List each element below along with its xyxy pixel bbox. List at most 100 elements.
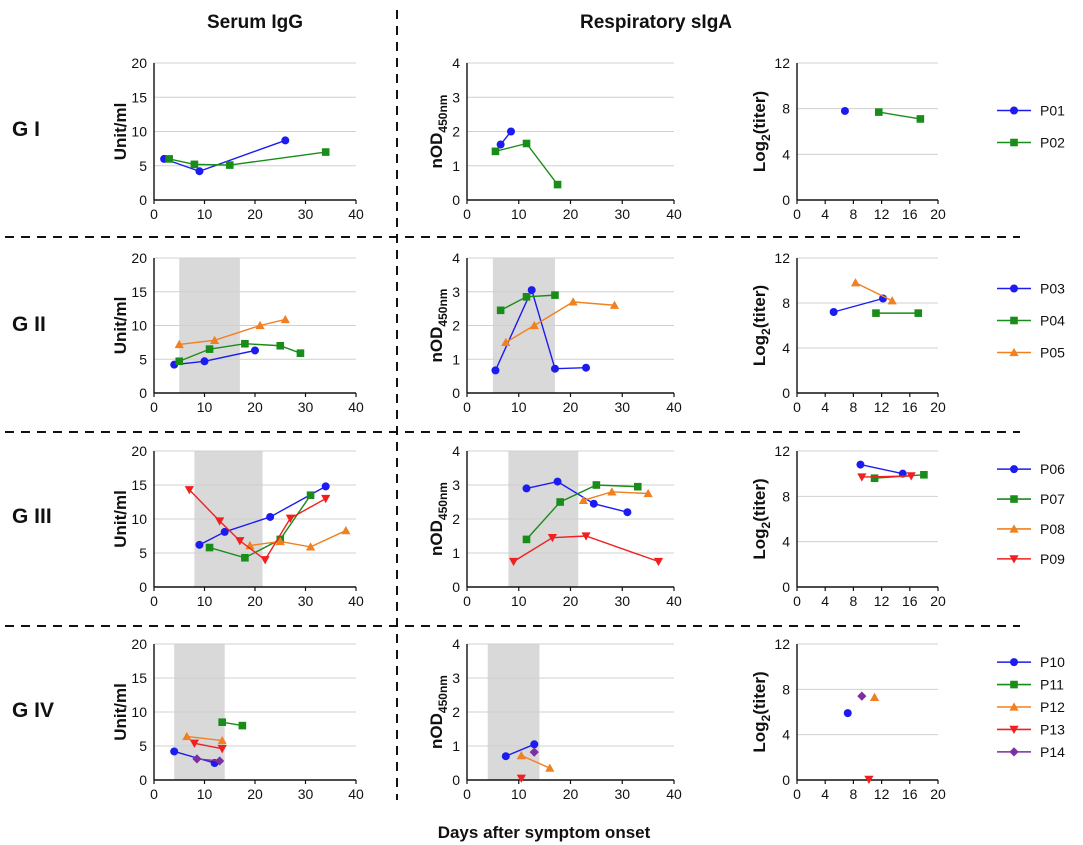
y-axis-title-sub: 450nm: [436, 289, 450, 327]
legend-marker: [1009, 524, 1019, 533]
y-tick-label: 10: [131, 704, 147, 720]
series-P13: [516, 774, 526, 783]
panel-serum: 0 5 10 15 20 0 10 20 30 40 Unit/ml: [111, 636, 364, 802]
x-tick-label: 0: [793, 399, 801, 415]
series-P11: [218, 718, 247, 730]
series-P14: [529, 747, 539, 757]
legend-label: P07: [1040, 491, 1065, 507]
legend-marker: [1010, 680, 1018, 689]
x-tick-label: 20: [563, 206, 579, 222]
y-tick-label: 2: [452, 704, 460, 720]
series-P01: [160, 136, 290, 176]
y-axis-title-tail: (titer): [750, 671, 769, 714]
series-line: [833, 297, 884, 313]
series-line: [513, 535, 659, 563]
y-axis-title-sub: 2: [759, 134, 773, 141]
series-P03: [829, 294, 888, 316]
x-tick-label: 8: [850, 399, 858, 415]
x-axis-title: Days after symptom onset: [438, 823, 651, 842]
y-axis-title: Log2(titer): [750, 285, 773, 366]
x-tick-label: 8: [850, 206, 858, 222]
x-tick-label: 40: [348, 206, 364, 222]
legend-label: P02: [1040, 135, 1065, 151]
x-tick-label: 30: [614, 399, 630, 415]
series-line: [861, 475, 912, 478]
group-label: G I: [12, 118, 40, 141]
data-point: [251, 346, 259, 355]
y-axis-title: nOD450nm: [427, 482, 450, 556]
data-point: [869, 692, 880, 701]
legend-label: P08: [1040, 521, 1065, 537]
panel-log: 0 4 8 12 0 4 8 12 16 20 Log2(titer): [750, 55, 946, 222]
series-line: [526, 480, 628, 513]
y-axis-title: Unit/ml: [111, 103, 130, 161]
y-axis-title: Log2(titer): [750, 91, 773, 172]
y-tick-label: 10: [131, 124, 147, 140]
data-point: [205, 543, 214, 552]
data-point: [276, 341, 285, 350]
x-tick-label: 0: [463, 593, 471, 609]
series-P04: [872, 309, 923, 317]
y-tick-label: 4: [452, 55, 460, 71]
x-tick-label: 0: [150, 399, 158, 415]
y-axis-title-main: nOD: [427, 133, 446, 169]
group-label: G IV: [12, 699, 54, 722]
y-tick-label: 5: [139, 158, 147, 174]
data-point: [551, 291, 559, 299]
series-P12: [182, 731, 227, 745]
x-tick-label: 10: [511, 206, 527, 222]
y-tick-label: 0: [139, 772, 147, 788]
x-tick-label: 8: [850, 786, 858, 802]
legend-label: P04: [1040, 313, 1065, 329]
data-point: [506, 127, 515, 136]
x-tick-label: 0: [150, 786, 158, 802]
panel-log: 0 4 8 12 0 4 8 12 16 20 Log2(titer): [750, 443, 946, 609]
y-tick-label: 0: [782, 579, 790, 595]
y-axis-title: Unit/ml: [111, 490, 130, 548]
series-P03: [170, 346, 259, 369]
x-tick-label: 10: [511, 786, 527, 802]
x-tick-label: 20: [563, 399, 579, 415]
data-point: [872, 309, 880, 317]
data-point: [553, 180, 562, 189]
data-point: [195, 167, 204, 176]
x-tick-label: 0: [793, 206, 801, 222]
data-point: [501, 337, 511, 347]
x-tick-label: 0: [463, 206, 471, 222]
legend-label: P01: [1040, 103, 1065, 119]
y-tick-label: 2: [452, 318, 460, 334]
data-point: [653, 557, 664, 567]
x-tick-label: 10: [511, 399, 527, 415]
y-tick-label: 3: [452, 670, 460, 686]
data-point: [874, 108, 883, 116]
y-tick-label: 2: [452, 511, 460, 527]
y-tick-label: 12: [774, 250, 790, 266]
y-axis-title: Log2(titer): [750, 478, 773, 559]
y-axis-title-main: nOD: [427, 713, 446, 749]
data-point: [241, 553, 249, 562]
series-P13: [864, 775, 874, 785]
data-point: [195, 540, 204, 549]
series-P09: [508, 532, 664, 567]
y-tick-label: 10: [131, 511, 147, 527]
data-point: [864, 775, 874, 785]
panel-serum: 0 5 10 15 20 0 10 20 30 40 Unit/ml: [111, 250, 364, 415]
y-tick-label: 2: [452, 124, 460, 140]
x-tick-label: 10: [511, 593, 527, 609]
x-tick-label: 30: [614, 593, 630, 609]
data-point: [870, 474, 879, 482]
series-P02: [874, 108, 925, 123]
series-P06: [195, 482, 330, 549]
y-tick-label: 8: [782, 101, 790, 117]
series-P06: [522, 477, 632, 517]
y-tick-label: 8: [782, 488, 790, 504]
x-tick-label: 16: [902, 786, 918, 802]
x-tick-label: 10: [197, 399, 213, 415]
data-point: [516, 774, 526, 783]
y-tick-label: 4: [782, 727, 790, 743]
data-point: [275, 536, 285, 546]
series-line: [505, 743, 535, 757]
y-axis-title-sub: 450nm: [436, 482, 450, 520]
y-axis-title-main: nOD: [427, 327, 446, 363]
